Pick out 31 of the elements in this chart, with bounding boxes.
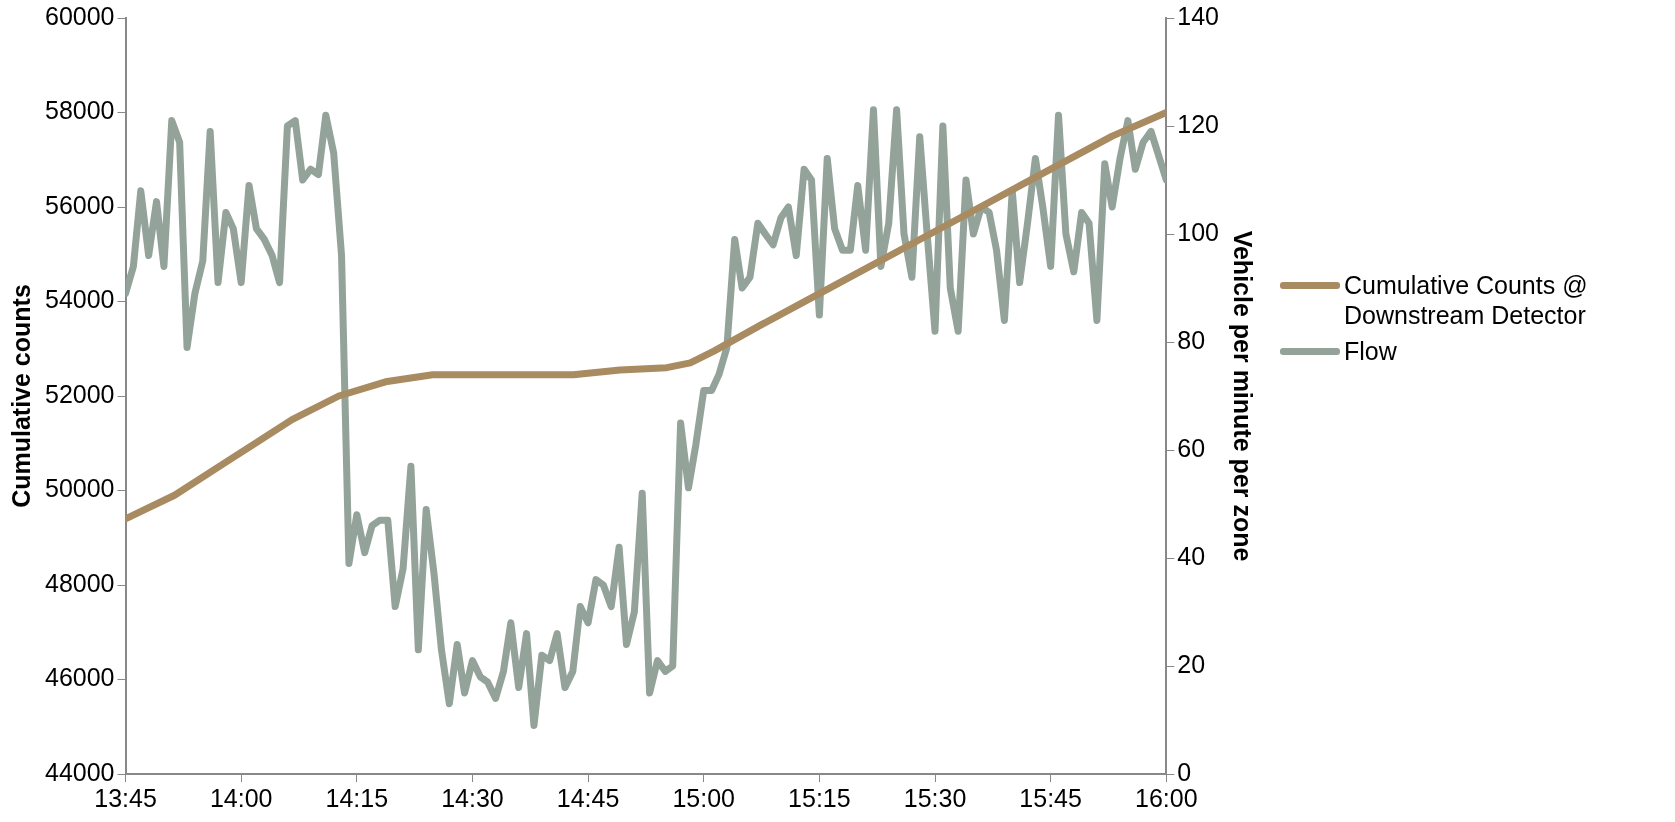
y2-tick-label: 80 [1177, 325, 1206, 354]
x-tick-label: 14:15 [325, 783, 389, 812]
y2-tick-label: 20 [1177, 649, 1206, 678]
y2-tick-label: 140 [1177, 1, 1220, 30]
y2-axis-title: Vehicle per minute per zone [1229, 230, 1258, 562]
y-tick-label: 50000 [44, 474, 115, 503]
legend-label: Flow [1344, 336, 1397, 366]
x-tick-label: 15:45 [1019, 783, 1082, 812]
x-tick-label: 14:45 [556, 783, 620, 812]
x-tick-label: 14:30 [441, 783, 504, 812]
y-tick-label: 52000 [44, 379, 115, 408]
y2-tick-label: 60 [1177, 433, 1206, 462]
y-tick-label: 44000 [44, 757, 115, 786]
x-tick-label: 15:00 [672, 783, 736, 812]
y2-tick-label: 100 [1177, 217, 1220, 246]
y-tick-label: 60000 [44, 1, 115, 30]
y-tick-label: 48000 [44, 568, 115, 597]
x-tick-label: 15:30 [903, 783, 967, 812]
x-tick-label: 13:45 [94, 783, 157, 812]
x-tick-label: 14:00 [209, 783, 273, 812]
x-tick-label: 16:00 [1135, 783, 1198, 812]
y2-tick-label: 120 [1177, 109, 1220, 138]
y2-tick-label: 40 [1177, 541, 1206, 570]
x-tick-label: 15:15 [788, 783, 851, 812]
y-tick-label: 58000 [44, 96, 115, 125]
y-tick-label: 54000 [44, 285, 115, 314]
y-tick-label: 56000 [44, 190, 115, 219]
y-tick-label: 46000 [44, 663, 115, 692]
legend-label: Cumulative Counts @ Downstream Detector [1344, 270, 1589, 330]
y-axis-title: Cumulative counts [6, 284, 35, 508]
y2-tick-label: 0 [1177, 757, 1192, 786]
